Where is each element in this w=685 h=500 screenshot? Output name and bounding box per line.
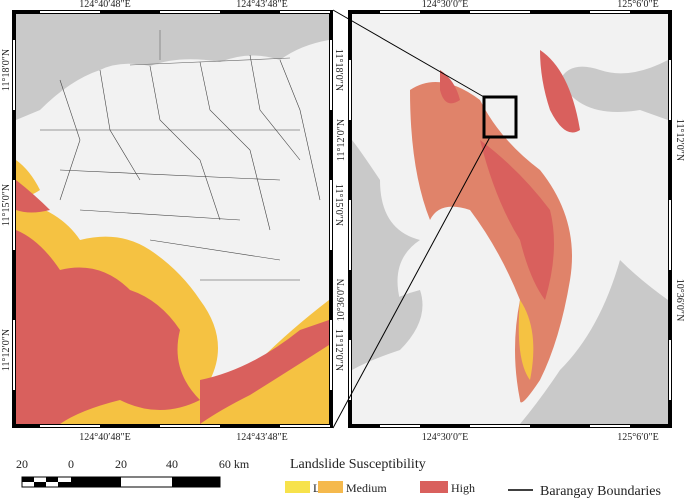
legend-swatch	[285, 481, 310, 493]
scale-label: 20	[16, 457, 28, 471]
coord-label: 11°12′0″N	[1, 329, 12, 371]
coord-label: 124°30′0″E	[422, 432, 468, 443]
scale-label: 0	[68, 457, 74, 471]
coord-label: 125°6′0″E	[617, 432, 658, 443]
scale-bar: 20 0 20 40 60 km	[16, 457, 250, 488]
coord-label: 124°43′48″E	[236, 432, 287, 443]
coord-label: 124°40′48″E	[79, 432, 130, 443]
coord-label: 11°15′0″N	[333, 184, 344, 226]
coord-label: 11°12′0″N	[333, 329, 344, 371]
scale-label: 60 km	[219, 457, 250, 471]
coord-label: 11°12′0″N	[674, 119, 685, 161]
legend-label: High	[451, 481, 475, 495]
coord-label: 124°40′48″E	[79, 0, 130, 10]
legend-label: Medium	[346, 481, 387, 495]
coord-label: 11°12′0″N	[336, 119, 347, 161]
coord-label: 124°43′48″E	[236, 0, 287, 10]
inset-box	[482, 95, 518, 139]
scale-label: 40	[166, 457, 178, 471]
coord-label: 11°18′0″N	[333, 49, 344, 91]
coord-label: 11°18′0″N	[1, 49, 12, 91]
frame-ticks	[349, 11, 671, 427]
legend: Landslide Susceptibility Low Medium High…	[285, 457, 661, 499]
right-map: 124°30′0″E 125°6′0″E 124°30′0″E 125°6′0″…	[336, 0, 685, 443]
coord-label: 11°15′0″N	[1, 184, 12, 226]
legend-swatch	[318, 481, 343, 493]
scale-label: 20	[115, 457, 127, 471]
legend-label: Barangay Boundaries	[540, 484, 661, 499]
map-body	[16, 14, 329, 424]
coord-label: 125°6′0″E	[617, 0, 658, 10]
legend-swatch	[420, 481, 448, 493]
legend-title: Landslide Susceptibility	[290, 457, 426, 472]
coord-label: 10°36′0″N	[674, 279, 685, 322]
inset-connectors	[332, 9, 491, 429]
left-map: 124°40′48″E 124°43′48″E 124°40′48″E 124°…	[1, 0, 344, 443]
coord-label: 124°30′0″E	[422, 0, 468, 10]
map-body	[352, 14, 668, 424]
frame-ticks	[13, 11, 332, 427]
coord-label: 10°36′0″N	[336, 279, 347, 322]
